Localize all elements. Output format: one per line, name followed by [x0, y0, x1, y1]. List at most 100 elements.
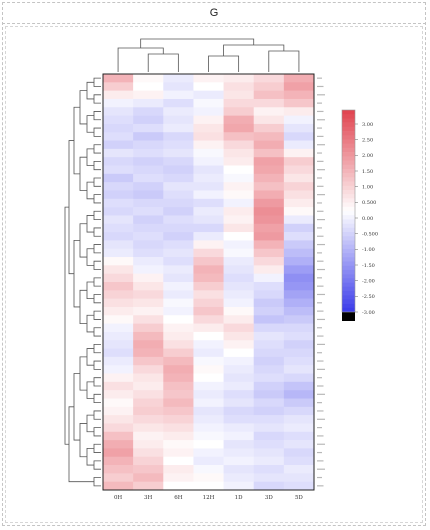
- row-dendrogram-branch: [79, 423, 87, 458]
- heatmap-cell: [163, 165, 194, 175]
- heatmap-cell: [223, 190, 255, 200]
- column-label: 0H: [114, 495, 122, 501]
- heatmap-cell: [133, 315, 164, 324]
- row-dendrogram-branch: [93, 277, 101, 287]
- heatmap-cell: [283, 173, 315, 183]
- heatmap-cell: [133, 306, 164, 316]
- heatmap-cell: [223, 173, 255, 183]
- heatmap-cell: [133, 331, 164, 341]
- heatmap-cell: [253, 265, 285, 274]
- heatmap-cell: [193, 115, 224, 125]
- heatmap-cell: [163, 140, 194, 150]
- heatmap-cell: [223, 223, 255, 233]
- heatmap-cell: [133, 257, 164, 266]
- legend-tick-label: 1.50: [362, 169, 373, 175]
- legend-tick-label: -3.00: [362, 310, 375, 316]
- row-dendrogram-branch: [86, 181, 94, 200]
- heatmap-cell: [103, 481, 134, 491]
- heatmap-cell: [103, 215, 134, 225]
- heatmap-cell: [103, 298, 134, 308]
- heatmap-cell: [133, 398, 164, 408]
- heatmap-cell: [103, 148, 134, 158]
- column-label: 1D: [235, 495, 243, 501]
- heatmap-cell: [193, 282, 224, 291]
- row-dendrogram-branch: [93, 160, 101, 171]
- heatmap-cell: [223, 423, 255, 433]
- heatmap-cell: [163, 82, 194, 91]
- heatmap-cell: [223, 406, 255, 416]
- heatmap-cell: [223, 107, 255, 116]
- heatmap-cell: [193, 423, 224, 433]
- heatmap-cell: [283, 290, 315, 299]
- heatmap-cell: [283, 207, 315, 216]
- heatmap-cell: [163, 331, 194, 341]
- heatmap-cell: [163, 356, 194, 366]
- heatmap-cell: [103, 315, 134, 324]
- heatmap-cell: [133, 232, 164, 241]
- legend-gradient-step: [342, 156, 355, 161]
- row-dendrogram-branch: [73, 240, 80, 308]
- heatmap-cell: [193, 315, 224, 324]
- heatmap-cell: [253, 248, 285, 258]
- legend-gradient-step: [342, 118, 355, 123]
- heatmap-cell: [103, 431, 134, 441]
- heatmap-cell: [283, 123, 315, 133]
- heatmap-cell: [223, 356, 255, 366]
- heatmap-cell: [253, 431, 285, 441]
- heatmap-cell: [253, 423, 285, 433]
- heatmap-cell: [163, 306, 194, 316]
- heatmap-cell: [133, 381, 164, 391]
- row-dendrogram-branch: [86, 115, 94, 133]
- heatmap-cell: [283, 223, 315, 233]
- heatmap-cell: [103, 390, 134, 399]
- heatmap-cell: [253, 340, 285, 349]
- heatmap-cell: [163, 398, 194, 408]
- row-dendrogram-branch: [93, 344, 101, 354]
- heatmap-cell: [133, 98, 164, 108]
- heatmap-cell: [103, 415, 134, 424]
- row-dendrogram-branch: [93, 410, 101, 420]
- heatmap-cell: [133, 157, 164, 166]
- row-dendrogram-branch: [86, 248, 94, 266]
- heatmap-cell: [103, 348, 134, 358]
- legend-border: [341, 109, 356, 313]
- heatmap-cell: [223, 140, 255, 150]
- row-dendrogram-branch: [86, 448, 94, 466]
- heatmap-cell: [163, 473, 194, 482]
- heatmap-cell: [103, 373, 134, 383]
- heatmap-cell: [133, 456, 164, 466]
- heatmap-cell: [103, 115, 134, 125]
- heatmap-cell: [193, 132, 224, 141]
- legend-gradient-step: [342, 131, 355, 136]
- heatmap-cell: [163, 273, 194, 283]
- heatmap-cell: [283, 165, 315, 175]
- heatmap-cell: [103, 165, 134, 175]
- heatmap-cell: [133, 132, 164, 141]
- legend-gradient-step: [342, 274, 355, 279]
- heatmap-cell: [223, 431, 255, 441]
- heatmap-cell: [193, 248, 224, 258]
- heatmap-cell: [253, 456, 285, 466]
- heatmap-cell: [163, 198, 194, 208]
- heatmap-cell: [193, 223, 224, 233]
- heatmap-cell: [223, 481, 255, 491]
- panel-letter: G: [209, 7, 219, 19]
- panel-header: G: [2, 2, 426, 24]
- legend-gradient-step: [342, 189, 355, 195]
- heatmap-cell: [163, 390, 194, 399]
- legend-gradient-step: [342, 265, 355, 271]
- heatmap-cell: [193, 356, 224, 366]
- heatmap-cell: [283, 140, 315, 150]
- legend-gradient-step: [342, 164, 355, 170]
- row-dendrogram-branch: [68, 406, 94, 483]
- heatmap-cell: [253, 132, 285, 141]
- row-dendrogram-branch: [86, 381, 94, 399]
- heatmap-cell: [223, 373, 255, 383]
- heatmap-cell: [253, 115, 285, 125]
- heatmap-cell: [163, 348, 194, 358]
- legend-tick-label: 3.00: [362, 122, 373, 128]
- heatmap-cell: [163, 448, 194, 458]
- legend-gradient-step: [342, 202, 355, 208]
- heatmap-cell: [103, 340, 134, 349]
- heatmap-cell: [133, 373, 164, 383]
